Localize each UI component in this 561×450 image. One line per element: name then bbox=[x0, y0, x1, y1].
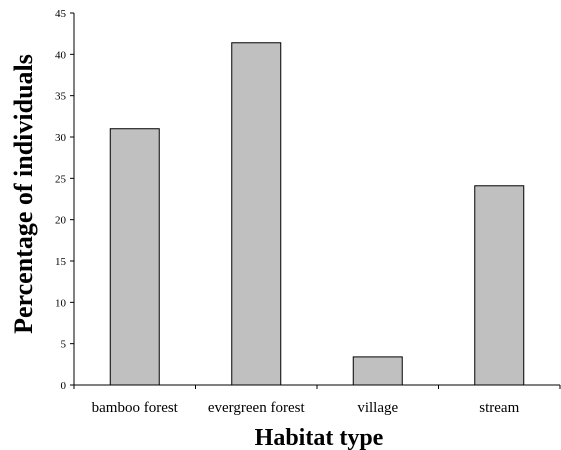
x-category-label: bamboo forest bbox=[92, 400, 179, 416]
y-tick-label: 25 bbox=[55, 173, 67, 185]
x-category-label: village bbox=[357, 400, 398, 416]
y-tick-label: 40 bbox=[55, 49, 67, 61]
bar-stream bbox=[474, 185, 525, 386]
bar-bamboo-forest bbox=[109, 128, 160, 386]
y-tick-label: 45 bbox=[55, 8, 67, 20]
x-category-label: evergreen forest bbox=[208, 400, 306, 416]
x-axis-title: Habitat type bbox=[255, 425, 384, 450]
y-axis-title: Percentage of individuals bbox=[9, 54, 38, 334]
x-axis-ticks: bamboo forest evergreen forest village stre… bbox=[73, 385, 561, 416]
y-axis-ticks: 0 5 10 15 20 25 30 35 40 45 bbox=[55, 8, 74, 392]
y-tick-label: 30 bbox=[55, 132, 67, 144]
bars bbox=[109, 42, 525, 386]
y-tick-label: 35 bbox=[55, 91, 67, 103]
y-tick-label: 10 bbox=[55, 297, 67, 309]
y-tick-label: 20 bbox=[55, 215, 67, 227]
y-tick-label: 15 bbox=[55, 256, 67, 268]
y-tick-label: 5 bbox=[61, 339, 67, 351]
bar-village bbox=[352, 356, 403, 386]
x-category-label: stream bbox=[479, 400, 519, 416]
y-tick-label: 0 bbox=[61, 380, 67, 392]
bar-evergreen-forest bbox=[231, 42, 282, 386]
